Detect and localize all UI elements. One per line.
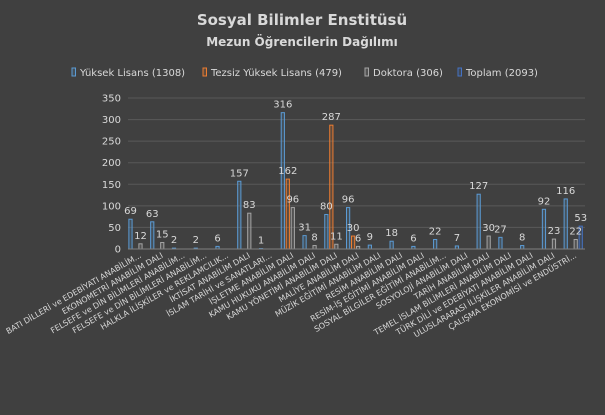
bar (324, 213, 329, 250)
bar (285, 178, 290, 250)
bar (150, 221, 155, 250)
bar (334, 243, 339, 250)
data-label: 8 (519, 233, 525, 244)
data-label: 22 (569, 227, 582, 238)
bar (486, 235, 491, 250)
bar (290, 207, 295, 250)
chart-subtitle: Mezun Öğrencilerin Dağılımı (206, 34, 398, 49)
legend-swatch (457, 67, 462, 77)
bar (138, 243, 143, 250)
data-label: 53 (574, 213, 587, 224)
data-label: 12 (134, 231, 147, 242)
data-label: 9 (367, 232, 373, 243)
bar (312, 245, 317, 250)
data-label: 92 (538, 196, 551, 207)
chart-title: Sosyal Bilimler Enstitüsü (197, 11, 407, 29)
data-label: 23 (548, 226, 561, 237)
legend-swatch (71, 67, 76, 77)
y-tick-label: 300 (102, 115, 121, 126)
y-tick-label: 0 (115, 245, 121, 256)
data-label: 2 (171, 235, 177, 246)
bar (563, 198, 568, 250)
data-label: 316 (273, 100, 292, 111)
data-label: 8 (311, 233, 317, 244)
legend: Yüksek Lisans (1308) Tezsiz Yüksek Lisans… (71, 67, 538, 79)
legend-swatch (202, 67, 207, 77)
data-label: 63 (146, 209, 159, 220)
y-tick-label: 150 (102, 180, 121, 191)
data-label: 157 (230, 168, 249, 179)
bar (160, 242, 165, 250)
data-label: 6 (214, 233, 220, 244)
data-label: 69 (124, 206, 137, 217)
data-label: 6 (410, 233, 416, 244)
data-label: 96 (286, 195, 299, 206)
data-label: 287 (322, 112, 341, 123)
data-label: 27 (494, 224, 507, 235)
y-tick-label: 350 (102, 94, 121, 105)
data-label: 1 (258, 236, 264, 247)
data-label: 96 (342, 195, 355, 206)
y-tick-label: 100 (102, 201, 121, 212)
data-label: 83 (243, 200, 256, 211)
bar (433, 239, 438, 250)
bar (128, 218, 133, 250)
bar (389, 240, 394, 250)
bar (476, 193, 481, 250)
legend-label: Tezsiz Yüksek Lisans (479) (210, 68, 342, 79)
bar (237, 180, 242, 250)
data-label: 30 (347, 223, 360, 234)
y-tick-label: 250 (102, 137, 121, 148)
bar (551, 238, 557, 250)
data-label: 18 (385, 228, 398, 239)
data-label: 11 (330, 231, 343, 242)
data-label: 15 (156, 230, 169, 241)
legend-swatch (364, 67, 369, 77)
data-label: 127 (469, 181, 488, 192)
y-axis: 0 50 100 150 200 250 300 350 (102, 94, 121, 256)
bar (498, 236, 503, 250)
bar (573, 239, 578, 250)
bar (247, 212, 252, 250)
y-tick-label: 200 (102, 158, 121, 169)
data-label: 22 (429, 227, 442, 238)
data-label: 80 (320, 201, 333, 212)
bar (520, 245, 525, 250)
data-label: 2 (193, 235, 199, 246)
data-label: 162 (278, 166, 297, 177)
data-label: 31 (298, 223, 311, 234)
data-label: 6 (355, 233, 361, 244)
data-label: 116 (556, 186, 575, 197)
y-tick-label: 50 (108, 223, 121, 234)
data-label: 7 (454, 233, 460, 244)
bar (302, 235, 307, 250)
legend-label: Doktora (306) (373, 68, 443, 79)
bar (367, 244, 372, 250)
legend-label: Toplam (2093) (465, 68, 538, 79)
x-axis: BATI DİLLERİ ve EDEBİYATI ANABİLİM...EKO… (4, 248, 585, 339)
bar (541, 208, 547, 250)
legend-label: Yüksek Lisans (1308) (79, 68, 185, 79)
bar (280, 112, 285, 250)
data-label: 30 (482, 223, 495, 234)
gridlines (128, 97, 585, 250)
